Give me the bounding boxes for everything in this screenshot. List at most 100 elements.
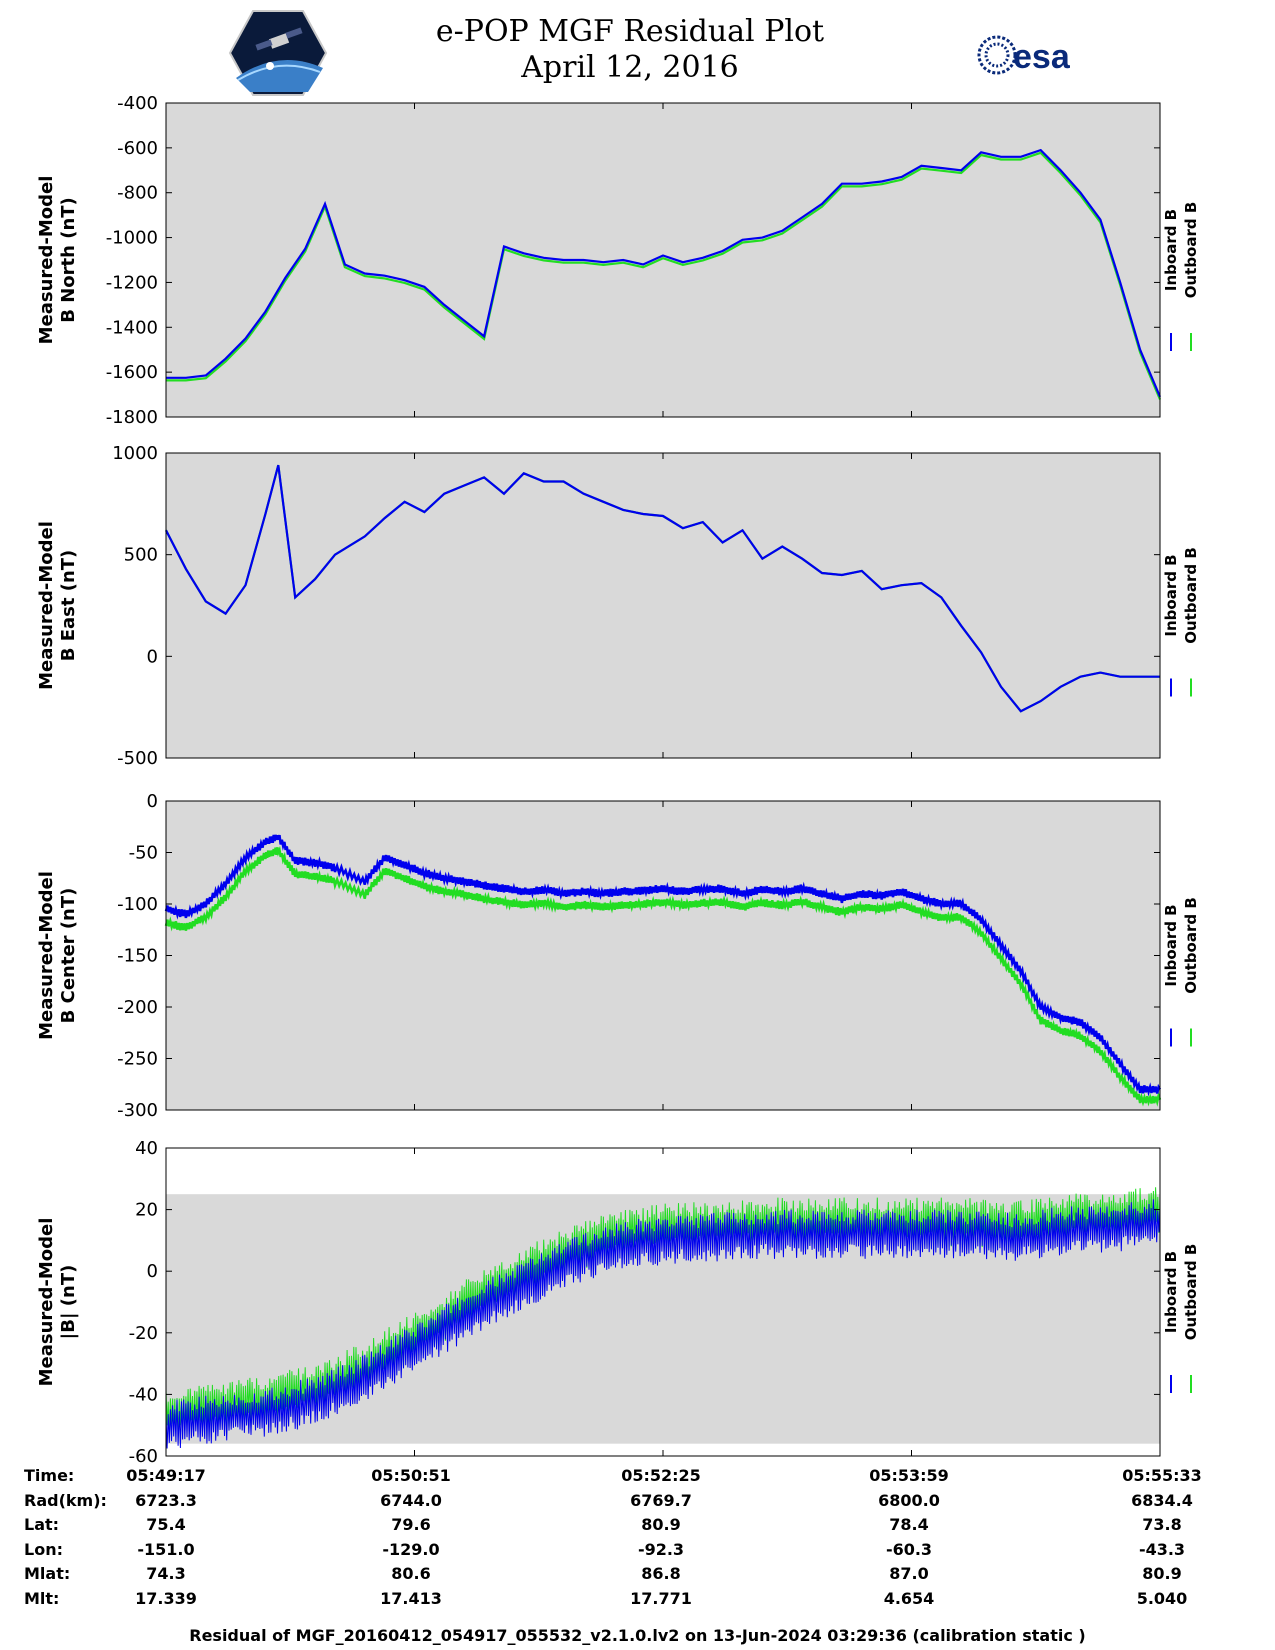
y-axis-label-line-2: |B| (nT) (58, 1265, 79, 1340)
y-tick-label: 0 (147, 646, 158, 667)
y-tick-label: -500 (117, 748, 158, 769)
legend-outboard-label: Outboard B (1182, 897, 1200, 994)
legend-inboard-label: Inboard B (1162, 554, 1180, 636)
y-tick-label: -200 (117, 997, 158, 1018)
info-value: 87.0 (889, 1564, 929, 1583)
info-value: 80.9 (1142, 1564, 1182, 1583)
title-date: April 12, 2016 (521, 50, 739, 85)
info-value: 05:55:33 (1122, 1466, 1202, 1485)
y-tick-label: -150 (117, 946, 158, 967)
y-tick-label: -600 (117, 138, 158, 159)
info-value: 4.654 (883, 1588, 935, 1608)
info-value: 05:53:59 (869, 1466, 949, 1485)
info-value: 78.4 (889, 1515, 929, 1534)
legend: Inboard B Outboard B (1162, 897, 1200, 1047)
info-value: 17.771 (630, 1588, 692, 1608)
y-tick-label: 0 (147, 1261, 158, 1282)
y-axis-label: Measured-ModelB Center (nT) (36, 871, 79, 1040)
info-value: -151.0 (137, 1539, 195, 1559)
info-row: Mlt: 17.339 17.413 17.771 4.654 5.040 (24, 1589, 1254, 1614)
y-tick-label: -400 (117, 93, 158, 114)
y-axis-label-line-1: Measured-Model (36, 871, 57, 1040)
y-tick-label: -20 (129, 1323, 158, 1344)
y-axis-label-line-2: B Center (nT) (58, 888, 79, 1024)
y-axis-label: Measured-ModelB North (nT) (36, 176, 79, 345)
y-axis-label-line-2: B East (nT) (58, 550, 79, 662)
inboard-series-line (164, 834, 1162, 1097)
y-tick-label: 500 (124, 545, 158, 566)
info-value: 05:52:25 (621, 1466, 701, 1485)
y-tick-label: -300 (117, 1100, 158, 1121)
plot-title: e-POP MGF Residual Plot April 12, 2016 (400, 14, 860, 86)
panel-1: -400 -600 -800 -1000 -1200 -1400 -1600 -1800 Mea… (36, 93, 1200, 428)
y-tick-label: -100 (117, 894, 158, 915)
cassiope-mission-logo (228, 10, 328, 96)
info-key: Lon: (24, 1539, 63, 1559)
y-tick-label: -1400 (106, 317, 158, 338)
info-value: -129.0 (382, 1539, 440, 1559)
info-value: 05:49:17 (126, 1466, 206, 1485)
y-axis-label-line-1: Measured-Model (36, 1218, 57, 1387)
info-value: -43.3 (1138, 1539, 1186, 1559)
panel-2: 1000 500 0 -500 Measured-ModelB East (nT) Inb… (36, 443, 1200, 769)
y-tick-label: -40 (129, 1384, 158, 1405)
y-axis-label-line-1: Measured-Model (36, 521, 57, 690)
legend-outboard-label: Outboard B (1182, 1244, 1200, 1341)
esa-logo: esa (977, 35, 1071, 76)
outboard-series-line (164, 845, 1162, 1107)
panel-3: 0 -50 -100 -150 -200 -250 -300 Measured-ModelB … (36, 791, 1200, 1121)
legend: Inboard B Outboard B (1162, 1244, 1200, 1393)
info-row: Mlat: 74.3 80.6 86.8 87.0 80.9 (24, 1564, 1254, 1589)
orbit-info-table: Time: 05:49:17 05:50:51 05:52:25 05:53:59 05:… (24, 1466, 1254, 1613)
info-key: Time: (24, 1466, 75, 1485)
info-value: 17.339 (135, 1588, 197, 1608)
inboard-series-line (166, 148, 1162, 398)
footer-caption: Residual of MGF_20160412_054917_055532_v… (189, 1626, 1086, 1645)
legend-inboard-label: Inboard B (1162, 1251, 1180, 1333)
esa-logo-text: esa (1013, 38, 1071, 76)
y-axis-label-line-2: B North (nT) (58, 197, 79, 323)
info-row: Rad(km): 6723.3 6744.0 6769.7 6800.0 6834.4 (24, 1491, 1254, 1516)
info-row: Lat: 75.4 79.6 80.9 78.4 73.8 (24, 1515, 1254, 1540)
legend: Inboard B Outboard B (1162, 202, 1200, 351)
legend-inboard-label: Inboard B (1162, 904, 1180, 986)
y-tick-label: -250 (117, 1049, 158, 1070)
outboard-series-line (165, 1187, 1161, 1434)
y-tick-label: 1000 (112, 443, 158, 464)
inboard-series-line (165, 1199, 1161, 1449)
info-value: -60.3 (885, 1539, 933, 1559)
info-value: 17.413 (380, 1588, 442, 1608)
y-tick-label: -50 (129, 843, 158, 864)
y-axis-label: Measured-ModelB East (nT) (36, 521, 79, 690)
info-value: 74.3 (146, 1564, 186, 1583)
info-value: 05:50:51 (371, 1466, 451, 1485)
info-key: Mlt: (24, 1588, 60, 1608)
info-value: 6834.4 (1131, 1490, 1193, 1510)
y-tick-label: -1000 (106, 228, 158, 249)
info-value: 86.8 (641, 1564, 681, 1583)
y-tick-label: 0 (147, 791, 158, 812)
info-value: 75.4 (146, 1515, 186, 1534)
legend-outboard-label: Outboard B (1182, 547, 1200, 644)
info-value: 80.6 (391, 1564, 431, 1583)
panel-4: 40 20 0 -20 -40 -60 Measured-Model|B| (nT) Inbo… (36, 1138, 1200, 1467)
info-value: 6769.7 (630, 1490, 692, 1510)
info-value: 80.9 (641, 1515, 681, 1534)
info-value: 79.6 (391, 1515, 431, 1534)
y-tick-label: 20 (135, 1200, 158, 1221)
info-row: Lon: -151.0 -129.0 -92.3 -60.3 -43.3 (24, 1540, 1254, 1565)
y-tick-label: -1200 (106, 272, 158, 293)
info-value: 5.040 (1136, 1588, 1188, 1608)
y-tick-label: -800 (117, 183, 158, 204)
info-value: 6723.3 (135, 1490, 197, 1510)
info-value: 73.8 (1142, 1515, 1182, 1534)
info-key: Rad(km): (24, 1490, 107, 1510)
info-value: 6800.0 (878, 1490, 940, 1510)
y-tick-label: 40 (135, 1138, 158, 1159)
legend-outboard-label: Outboard B (1182, 202, 1200, 299)
plot-area (166, 801, 1160, 1110)
y-axis-label-line-1: Measured-Model (36, 176, 57, 345)
info-row: Time: 05:49:17 05:50:51 05:52:25 05:53:59 05:… (24, 1466, 1254, 1491)
info-value: -92.3 (637, 1539, 685, 1559)
